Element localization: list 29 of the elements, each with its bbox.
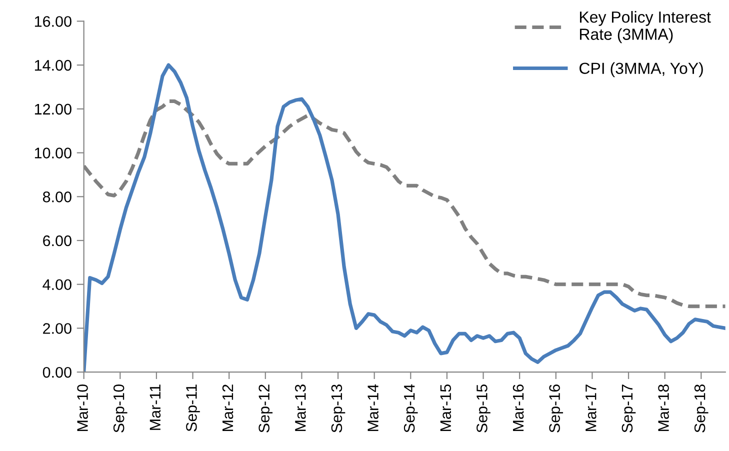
legend-label: Key Policy Interest Rate (3MMA) xyxy=(580,11,711,44)
x-tick-label: Sep-14 xyxy=(404,384,418,432)
y-tick-label: 0.00 xyxy=(42,366,72,378)
x-tick-label: Sep-12 xyxy=(258,384,273,432)
x-tick-label: Mar-14 xyxy=(368,384,378,432)
y-tick-label: 14.00 xyxy=(34,60,72,71)
y-tick-label: 6.00 xyxy=(43,235,72,246)
x-tick-label: Sep-16 xyxy=(549,384,564,432)
y-tick-label: 16.00 xyxy=(34,16,72,27)
x-tick-label: Sep-13 xyxy=(331,384,346,432)
x-tick-label: Sep-17 xyxy=(622,384,636,432)
y-tick-label: 4.00 xyxy=(42,279,72,290)
x-tick-label: Mar-16 xyxy=(512,384,524,432)
x-tick-label: Mar-18 xyxy=(658,384,669,432)
x-tick-label: Sep-11 xyxy=(186,384,200,432)
x-tick-label: Mar-15 xyxy=(440,384,452,432)
x-tick-label: Sep-10 xyxy=(113,384,128,432)
x-tick-label: Mar-13 xyxy=(294,384,306,432)
y-tick-label: 8.00 xyxy=(42,192,72,202)
x-tick-label: Mar-10 xyxy=(77,384,88,432)
y-tick-label: 2.00 xyxy=(43,323,72,334)
x-tick-label: Mar-11 xyxy=(150,384,161,430)
x-tick-label: Mar-17 xyxy=(586,384,596,432)
x-tick-label: Sep-18 xyxy=(694,384,708,432)
x-tick-label: Mar-12 xyxy=(222,384,234,432)
legend-label: CPI (3MMA, YoY) xyxy=(580,62,703,78)
x-tick-label: Sep-15 xyxy=(476,384,490,432)
y-tick-label: 12.00 xyxy=(34,104,72,115)
y-tick-label: 10.00 xyxy=(34,148,72,158)
